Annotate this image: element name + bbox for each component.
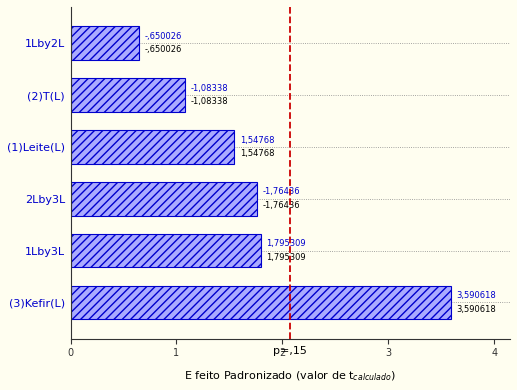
Text: 1,795309: 1,795309 [266, 253, 306, 262]
Bar [70, 285, 451, 319]
Text: -1,08338: -1,08338 [191, 97, 228, 106]
Bar [70, 130, 234, 164]
Bar [70, 78, 185, 112]
X-axis label: E feito Padronizado (valor de t$_{calculado}$): E feito Padronizado (valor de t$_{calcul… [185, 369, 396, 383]
Text: -,650026: -,650026 [145, 32, 182, 41]
Text: -,650026: -,650026 [145, 46, 182, 55]
Text: 1,54768: 1,54768 [240, 149, 274, 158]
Bar [70, 182, 257, 216]
Text: -1,08338: -1,08338 [191, 84, 228, 93]
Text: -1,76436: -1,76436 [263, 188, 300, 197]
Text: 3,590618: 3,590618 [456, 305, 496, 314]
Bar [70, 27, 140, 60]
Text: 1,54768: 1,54768 [240, 136, 274, 145]
Text: 1,795309: 1,795309 [266, 239, 306, 248]
Text: -1,76436: -1,76436 [263, 201, 300, 210]
Text: p=,15: p=,15 [272, 346, 307, 356]
Text: 3,590618: 3,590618 [456, 291, 496, 300]
Bar [70, 234, 261, 268]
